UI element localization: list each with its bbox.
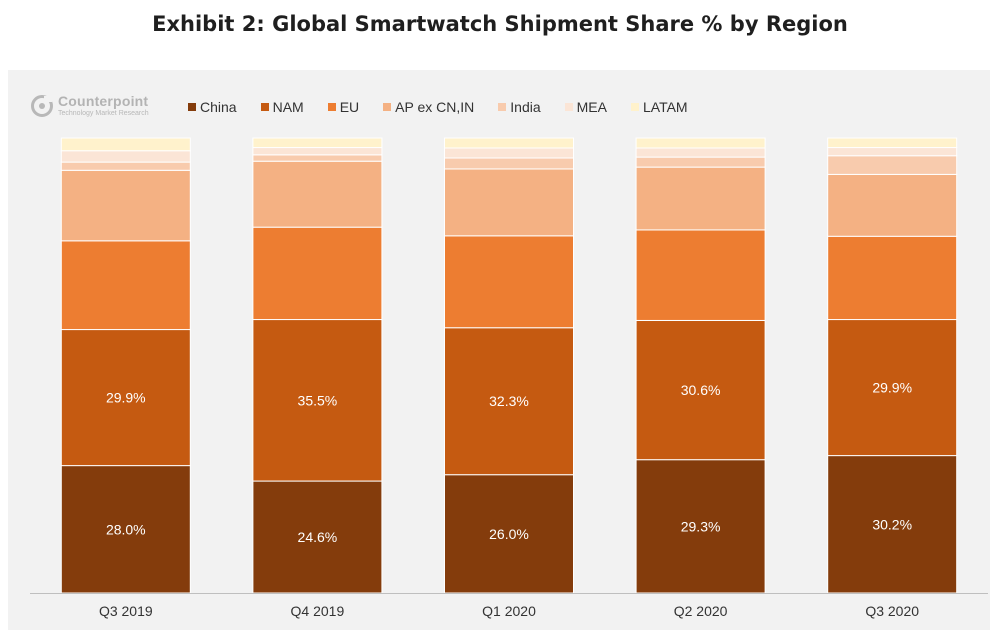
legend-item-mea: MEA <box>564 99 607 115</box>
x-tick-label: Q2 2020 <box>674 603 728 619</box>
bar-segment-india <box>252 154 383 162</box>
bar-segment-nam <box>60 329 191 467</box>
brand-name: Counterpoint <box>58 93 149 109</box>
legend-swatch <box>630 103 639 111</box>
x-tick-label: Q3 2019 <box>99 603 153 619</box>
legend-label: AP ex CN,IN <box>395 99 475 115</box>
bar-segment-mea <box>827 147 958 157</box>
bar-segment-nam <box>444 327 574 476</box>
brand-tagline: Technology Market Research <box>58 110 149 117</box>
x-tick-label: Q4 2019 <box>291 603 345 619</box>
bar-segment-mea <box>60 150 191 163</box>
bar-segment-latam <box>60 137 191 152</box>
bar-segment-nam <box>635 319 766 461</box>
legend-item-eu: EU <box>327 99 360 115</box>
bar-segment-eu <box>60 240 191 331</box>
legend-swatch <box>383 103 392 111</box>
bar-segment-mea <box>635 147 766 158</box>
bar-segment-nam <box>252 319 383 482</box>
legend-label: MEA <box>576 99 607 115</box>
legend-label: EU <box>339 99 360 115</box>
legend-label: LATAM <box>642 99 688 115</box>
bar-segment-ap-ex-cn-in <box>60 169 191 242</box>
bar-segment-eu <box>635 229 766 321</box>
bar-segment-eu <box>252 226 383 321</box>
data-label: 28.0% <box>106 521 146 537</box>
legend-label: NAM <box>272 99 304 115</box>
data-label: 30.6% <box>681 382 721 398</box>
legend-label: India <box>510 99 541 115</box>
legend-item-china: China <box>188 99 237 115</box>
bar-segment-latam <box>252 137 383 149</box>
legend-item-latam: LATAM <box>630 99 688 115</box>
bar-segment-mea <box>252 147 383 156</box>
legend-swatch <box>498 103 507 111</box>
bar-segment-china <box>635 459 766 594</box>
bar-segment-india <box>444 157 574 170</box>
data-label: 29.3% <box>681 518 721 534</box>
bar-segment-china <box>827 455 958 594</box>
bar-segment-eu <box>827 235 958 321</box>
legend-item-india: India <box>498 99 541 115</box>
legend-swatch <box>188 103 196 111</box>
data-label: 29.9% <box>106 390 146 406</box>
data-label: 24.6% <box>298 529 338 545</box>
page-title: Exhibit 2: Global Smartwatch Shipment Sh… <box>152 12 848 36</box>
legend-swatch <box>564 103 573 111</box>
data-label: 35.5% <box>298 392 338 408</box>
legend-item-nam: NAM <box>260 99 304 115</box>
data-label: 26.0% <box>489 526 529 542</box>
bar-segment-mea <box>444 147 574 159</box>
counterpoint-logo-icon <box>31 95 53 117</box>
bar-segment-latam <box>635 137 766 149</box>
bar-segment-ap-ex-cn-in <box>252 160 383 228</box>
legend-swatch <box>260 103 269 111</box>
bar-segment-nam <box>827 319 958 457</box>
legend-label: China <box>200 99 237 115</box>
bar-segment-latam <box>827 137 958 149</box>
legend-item-ap-ex-cn-in: AP ex CN,IN <box>383 99 474 115</box>
data-label: 32.3% <box>489 393 529 409</box>
bar-segment-india <box>60 161 191 171</box>
x-tick-label: Q3 2020 <box>865 603 919 619</box>
bar-segment-india <box>827 155 958 175</box>
bar-segment-eu <box>444 235 574 329</box>
bar-segment-ap-ex-cn-in <box>444 168 574 237</box>
chart-legend: China NAM EU AP ex CN,IN India MEA LATAM <box>188 97 712 117</box>
x-tick-label: Q1 2020 <box>482 603 536 619</box>
legend-swatch <box>327 103 336 111</box>
data-label: 29.9% <box>872 380 912 396</box>
bar-segment-ap-ex-cn-in <box>827 173 958 237</box>
data-label: 30.2% <box>872 516 912 532</box>
bar-segment-ap-ex-cn-in <box>635 166 766 231</box>
bar-segment-india <box>635 156 766 168</box>
bar-segment-latam <box>444 137 574 149</box>
bar-segment-china <box>60 465 191 594</box>
brand-logo: Counterpoint Technology Market Research <box>30 93 170 123</box>
